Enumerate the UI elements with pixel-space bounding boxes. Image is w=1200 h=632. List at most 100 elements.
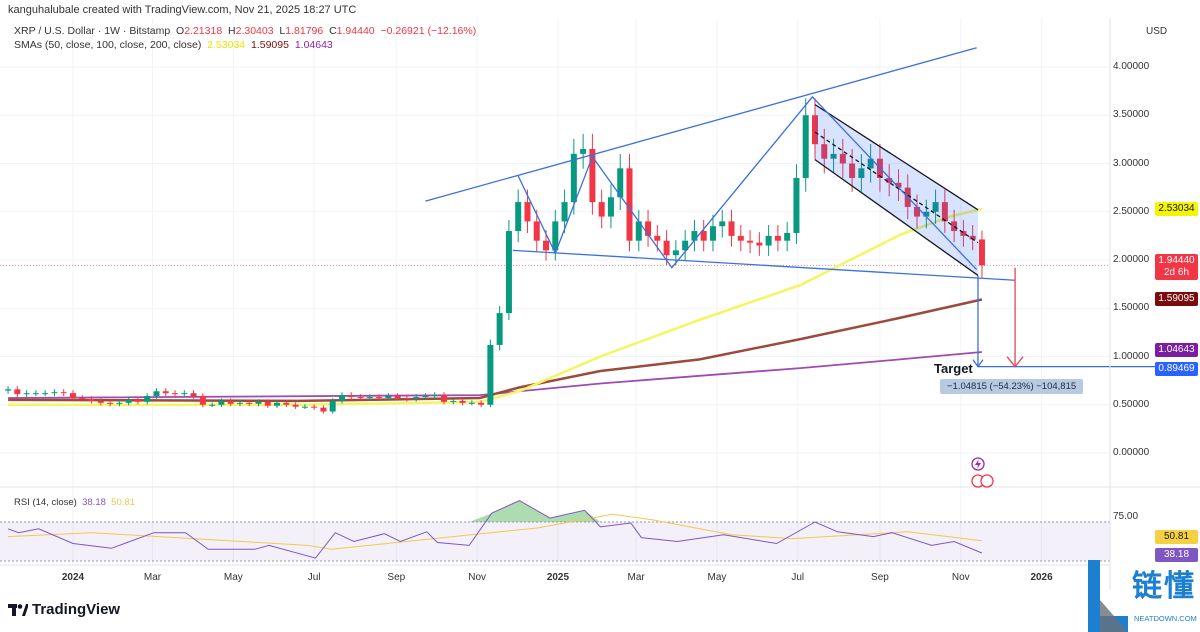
candle	[533, 209, 540, 252]
candle	[978, 230, 985, 278]
economic-event-icon[interactable]	[971, 457, 985, 471]
low-value: 1.81796	[285, 25, 324, 37]
candle-body	[236, 402, 243, 404]
time-tick-label: 2026	[1030, 572, 1053, 583]
candle-body	[645, 221, 652, 236]
candle-body	[357, 397, 364, 399]
candle	[144, 393, 151, 405]
candle	[236, 400, 243, 407]
channel-mid-line[interactable]	[814, 131, 979, 244]
candle	[895, 169, 902, 201]
candle	[107, 400, 114, 407]
candle-body	[756, 242, 763, 246]
rsi-value: 38.18	[82, 497, 106, 508]
candle	[116, 400, 123, 407]
candle	[914, 194, 921, 229]
time-tick-label: Mar	[627, 572, 645, 583]
candle-body	[274, 402, 281, 406]
sma-lines	[8, 207, 983, 407]
symbol-legend[interactable]: XRP / U.S. Dollar · 1W · Bitstamp O2.213…	[14, 25, 476, 37]
watermark-logo	[1088, 560, 1128, 632]
candle-body	[607, 197, 614, 217]
candle-body	[320, 407, 327, 412]
candle-body	[264, 401, 271, 406]
candle	[79, 395, 86, 402]
candle	[756, 232, 763, 256]
candle-body	[663, 240, 670, 256]
candle-body	[70, 393, 76, 398]
upper-trendline[interactable]	[425, 47, 977, 202]
candle	[793, 164, 800, 244]
rsi-legend[interactable]: RSI (14, close) 38.18 50.81	[14, 497, 135, 508]
candle-body	[125, 399, 132, 403]
candle	[645, 209, 652, 247]
candle-body	[487, 344, 494, 405]
change-value: −0.26921 (−12.16%)	[380, 25, 477, 37]
us-flag-event-icon[interactable]	[971, 474, 994, 488]
candle	[385, 393, 392, 401]
rsi-band	[0, 522, 1110, 561]
sma200-price-tag: 1.04643	[1155, 343, 1198, 357]
rsi-ma-tag: 50.81	[1155, 530, 1198, 544]
watermark-sub: NEATDOWN.COM	[1134, 614, 1197, 623]
candle-body	[923, 211, 930, 217]
time-tick-label: May	[223, 572, 243, 583]
candle-body	[895, 182, 902, 188]
rsi-line	[7, 500, 983, 559]
candle-body	[765, 235, 772, 246]
symbol-title: XRP / U.S. Dollar · 1W · Bitstamp	[14, 25, 171, 37]
candle-body	[23, 393, 30, 395]
rsi-ma-value: 50.81	[111, 497, 135, 508]
candle-body	[116, 402, 123, 404]
zigzag-pattern[interactable]	[517, 95, 978, 271]
sma-legend[interactable]: SMAs (50, close, 100, close, 200, close)…	[14, 39, 333, 51]
candle-body	[774, 235, 781, 241]
candle	[70, 390, 76, 401]
candle-body	[524, 202, 531, 222]
low-label: L	[279, 25, 286, 37]
candle	[32, 390, 39, 397]
candle	[227, 398, 234, 407]
candle	[459, 398, 466, 406]
time-tick-label: May	[707, 572, 727, 583]
candle	[468, 400, 475, 406]
candle	[487, 339, 494, 408]
candle-body	[737, 235, 744, 241]
candle	[320, 405, 327, 414]
candle	[348, 392, 355, 400]
candle	[802, 98, 809, 192]
watermark-text: 链懂	[1132, 570, 1196, 603]
drawings[interactable]	[425, 47, 1155, 368]
candle-body	[932, 202, 939, 212]
candle	[311, 404, 318, 410]
currency-label[interactable]: USD	[1146, 26, 1168, 37]
candle	[941, 189, 948, 233]
channel-upper-line[interactable]	[814, 104, 979, 211]
candle	[570, 138, 577, 215]
candle-body	[51, 392, 58, 394]
candle	[700, 219, 707, 252]
candle-body	[978, 239, 985, 266]
candle	[867, 143, 874, 183]
candle-body	[153, 391, 160, 397]
candle	[969, 225, 976, 251]
sma100-line	[8, 298, 983, 403]
sma100-value: 1.59095	[251, 39, 289, 51]
target-label[interactable]: Target	[934, 361, 973, 376]
tradingview-logo[interactable]: TradingView	[8, 601, 120, 618]
candle-body	[209, 404, 216, 406]
rsi-ma-line	[8, 513, 982, 550]
measure-label[interactable]: −1.04815 (−54.23%) −104,815	[940, 379, 1084, 394]
price-tick-label: 2.00000	[1113, 254, 1150, 265]
neckline[interactable]	[512, 249, 1016, 281]
candle	[255, 399, 262, 407]
channel-lower-line[interactable]	[814, 159, 979, 276]
candle-body	[886, 177, 893, 183]
candle	[376, 394, 383, 401]
candle-body	[97, 400, 104, 403]
candle	[88, 396, 95, 404]
candle	[422, 393, 429, 400]
candle	[42, 390, 49, 397]
price-tick-label: 3.50000	[1113, 109, 1150, 121]
